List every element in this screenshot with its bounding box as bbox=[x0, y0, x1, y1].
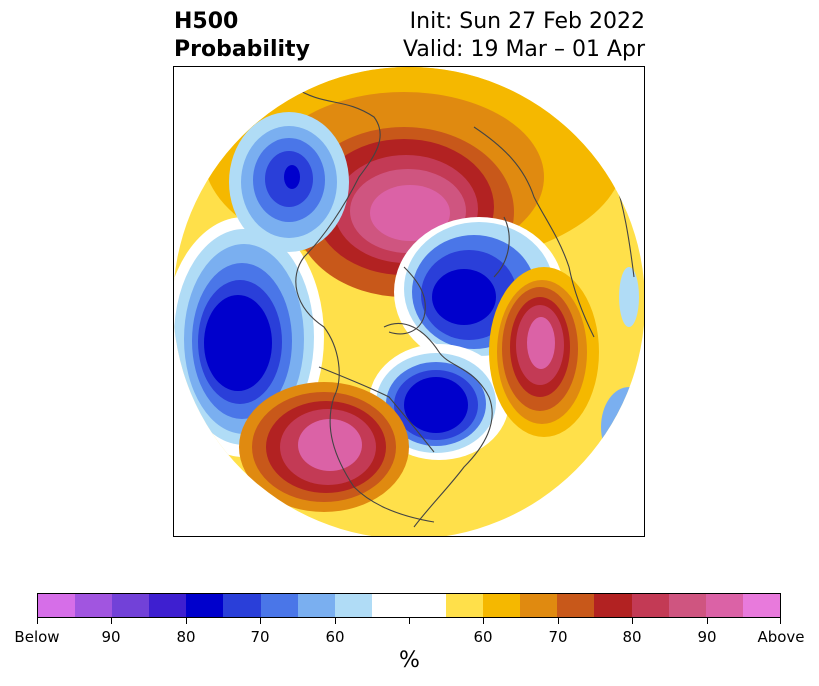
colorbar-segment bbox=[186, 594, 224, 617]
west-low-5 bbox=[204, 295, 272, 391]
colorbar-segment bbox=[446, 594, 484, 617]
colorbar-segment bbox=[668, 594, 706, 617]
valid-date: Valid: 19 Mar – 01 Apr bbox=[403, 37, 645, 62]
colorbar-segment bbox=[149, 594, 187, 617]
colorbar-tick-label: 90 bbox=[697, 628, 717, 646]
colorbar-segment bbox=[408, 594, 447, 617]
colorbar-segment bbox=[334, 594, 372, 617]
colorbar-segment bbox=[223, 594, 261, 617]
date-info: Init: Sun 27 Feb 2022 Valid: 19 Mar – 01… bbox=[403, 8, 645, 64]
colorbar bbox=[37, 593, 781, 618]
colorbar-segment bbox=[112, 594, 150, 617]
colorbar-tick bbox=[483, 618, 484, 624]
colorbar-tick-label: 80 bbox=[176, 628, 196, 646]
wna-high-4 bbox=[298, 419, 362, 471]
nw-low-5 bbox=[284, 165, 300, 189]
colorbar-segment bbox=[371, 594, 409, 617]
title-line-2: Probability bbox=[174, 37, 310, 62]
colorbar-tick bbox=[260, 618, 261, 624]
colorbar-segment bbox=[594, 594, 632, 617]
colorbar-segment bbox=[483, 594, 521, 617]
colorbar-segment bbox=[557, 594, 595, 617]
colorbar-tick-labels: Below 90 80 70 60 60 70 80 90 Above bbox=[14, 628, 804, 648]
colorbar-tick bbox=[707, 618, 708, 624]
colorbar-tick bbox=[111, 618, 112, 624]
colorbar-unit: % bbox=[399, 648, 420, 673]
east-low-tiny bbox=[619, 267, 639, 327]
colorbar-tick-label: Below bbox=[14, 628, 60, 646]
init-date: Init: Sun 27 Feb 2022 bbox=[409, 9, 645, 34]
colorbar-segment bbox=[38, 594, 76, 617]
colorbar-tick-label: 70 bbox=[250, 628, 270, 646]
colorbar-tick-label: Above bbox=[757, 628, 805, 646]
colorbar-ticks bbox=[37, 618, 781, 630]
colorbar-tick-label: 90 bbox=[101, 628, 121, 646]
colorbar-tick bbox=[335, 618, 336, 624]
colorbar-tick bbox=[409, 618, 410, 624]
colorbar-segment bbox=[297, 594, 335, 617]
atl-high-5 bbox=[527, 317, 555, 369]
colorbar-segment bbox=[705, 594, 743, 617]
na-low-4 bbox=[404, 377, 468, 433]
colorbar-segment bbox=[260, 594, 298, 617]
colorbar-segment bbox=[520, 594, 558, 617]
arctic-high-5 bbox=[370, 185, 450, 241]
title-line-1: H500 bbox=[174, 9, 239, 34]
colorbar-tick-label: 70 bbox=[548, 628, 568, 646]
colorbar-segment bbox=[631, 594, 669, 617]
colorbar-tick bbox=[186, 618, 187, 624]
colorbar-tick bbox=[780, 618, 781, 624]
chart-title: H500 Probability bbox=[174, 8, 310, 64]
colorbar-tick bbox=[37, 618, 38, 624]
map-svg bbox=[174, 67, 644, 536]
probability-map bbox=[173, 66, 645, 537]
colorbar-segment bbox=[75, 594, 113, 617]
colorbar-tick-label: 80 bbox=[622, 628, 642, 646]
colorbar-segment bbox=[742, 594, 780, 617]
colorbar-tick-label: 60 bbox=[325, 628, 345, 646]
colorbar-tick bbox=[632, 618, 633, 624]
colorbar-tick-label: 60 bbox=[473, 628, 493, 646]
colorbar-tick bbox=[558, 618, 559, 624]
eu-low-4 bbox=[432, 269, 496, 325]
